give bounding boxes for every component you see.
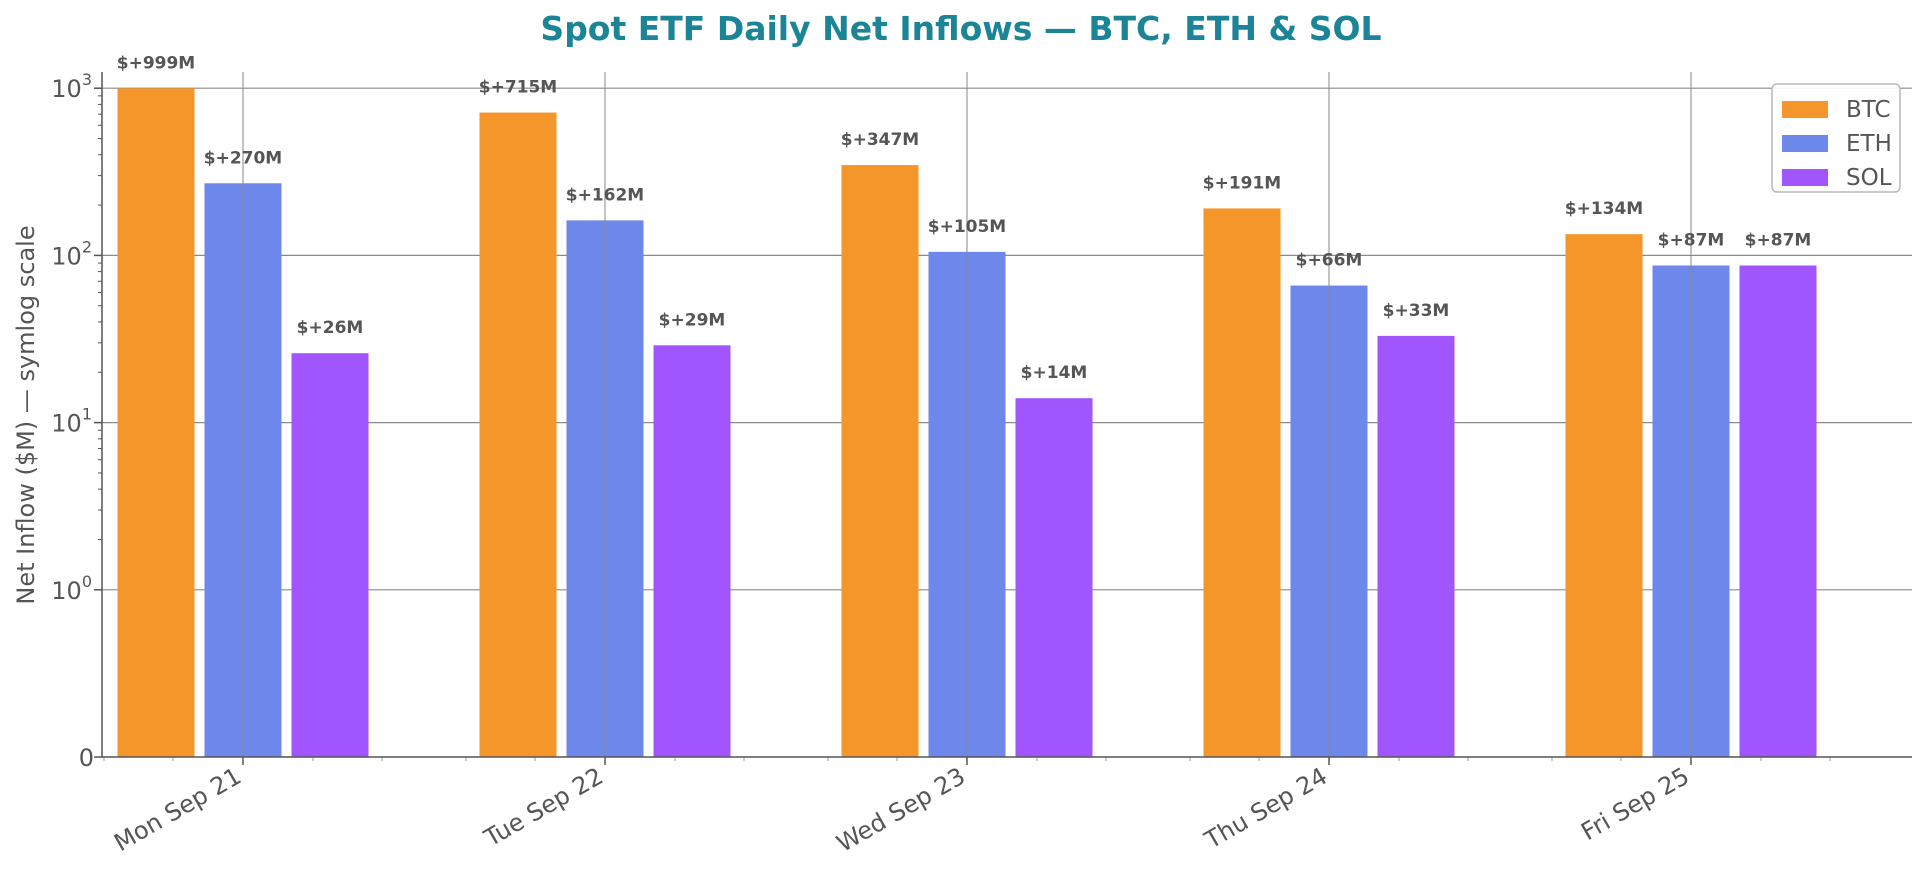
data-label: $+105M xyxy=(928,217,1006,237)
bar-sol xyxy=(1015,398,1093,757)
data-label: $+26M xyxy=(297,318,364,338)
legend-label: ETH xyxy=(1846,131,1892,157)
data-label: $+66M xyxy=(1296,251,1363,271)
y-tick-label: 103 xyxy=(51,70,92,103)
legend-swatch xyxy=(1782,169,1828,186)
bar-sol xyxy=(653,345,731,757)
data-label: $+14M xyxy=(1021,363,1088,383)
legend-label: BTC xyxy=(1846,97,1891,123)
bars xyxy=(117,88,1817,758)
data-label: $+33M xyxy=(1383,301,1450,321)
bar-btc xyxy=(479,112,557,758)
data-label: $+270M xyxy=(204,148,282,168)
bar-sol xyxy=(1377,335,1455,757)
x-tick-label: Fri Sep 25 xyxy=(1576,762,1694,846)
data-label: $+347M xyxy=(841,130,919,150)
bar-btc xyxy=(1565,234,1643,757)
y-tick-label: 101 xyxy=(51,405,92,438)
legend-swatch xyxy=(1782,101,1828,118)
bar-btc xyxy=(841,165,919,757)
bar-btc xyxy=(1203,208,1281,757)
data-label: $+999M xyxy=(117,53,195,73)
y-axis-label: Net Inflow ($M) — symlog scale xyxy=(12,225,40,604)
y-tick-label: 0 xyxy=(79,744,94,772)
x-grid-lines xyxy=(242,72,1692,757)
legend-swatch xyxy=(1782,135,1828,152)
legend: BTC ETH SOL xyxy=(1771,83,1901,193)
y-tick-label: 102 xyxy=(51,237,92,270)
legend-label: SOL xyxy=(1846,165,1892,191)
x-tick-label: Mon Sep 21 xyxy=(109,762,246,857)
data-label: $+191M xyxy=(1203,173,1281,193)
chart-title: Spot ETF Daily Net Inflows — BTC, ETH & … xyxy=(540,9,1381,48)
data-label: $+715M xyxy=(479,78,557,98)
data-label: $+87M xyxy=(1745,231,1812,251)
x-tick-label: Tue Sep 22 xyxy=(479,762,608,853)
bar-sol xyxy=(1739,265,1817,757)
bar-sol xyxy=(291,353,369,757)
data-label: $+162M xyxy=(566,185,644,205)
x-tick-label: Wed Sep 23 xyxy=(832,762,970,858)
bar-btc xyxy=(117,88,195,757)
x-tick-label: Thu Sep 24 xyxy=(1199,762,1332,855)
data-labels: $+999M $+270M $+26M $+715M $+162M $+29M $+347M… xyxy=(117,53,1812,383)
data-label: $+87M xyxy=(1658,231,1725,251)
data-label: $+134M xyxy=(1565,199,1643,219)
y-tick-label: 100 xyxy=(51,572,92,605)
data-label: $+29M xyxy=(659,310,726,330)
